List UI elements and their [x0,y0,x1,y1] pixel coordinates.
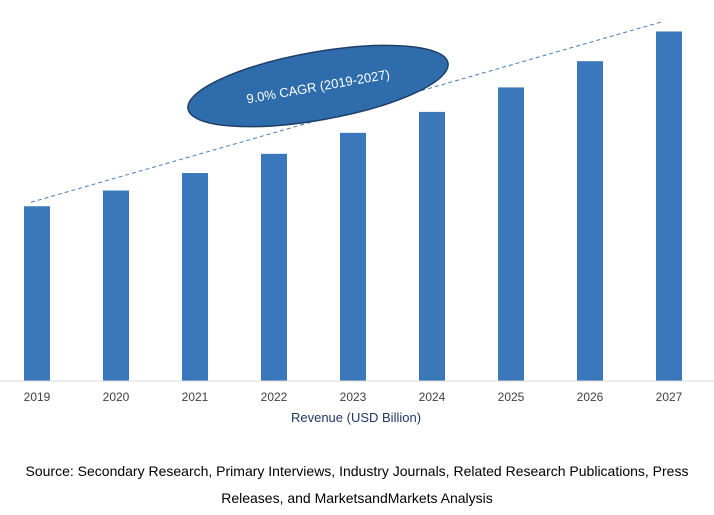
bar-2022 [261,153,287,381]
x-tick-2022: 2022 [261,390,288,404]
bar-2025 [498,87,524,382]
source-note: Source: Secondary Research, Primary Inte… [0,458,714,512]
bar-2021 [182,173,208,381]
x-axis-title: Revenue (USD Billion) [291,410,421,425]
x-tick-2027: 2027 [656,390,683,404]
x-tick-2026: 2026 [577,390,604,404]
x-tick-2024: 2024 [419,390,446,404]
x-tick-2023: 2023 [340,390,367,404]
x-tick-labels: 2019 2020 2021 2022 2023 2024 2025 2026 2027 [24,390,683,404]
x-tick-2019: 2019 [24,390,51,404]
x-tick-2021: 2021 [182,390,209,404]
bar-2026 [577,61,603,381]
revenue-bar-chart: 2019 2020 2021 2022 2023 2024 2025 2026 2027 9.0… [0,21,714,425]
cagr-ellipse [187,44,449,128]
cagr-annotation: 9.0% CAGR (2019-2027) [187,44,449,128]
bar-2027 [656,31,682,381]
source-line-2: Releases, and MarketsandMarkets Analysis [221,490,493,506]
bar-2024 [419,111,445,381]
cagr-trendline [30,21,664,203]
x-tick-2020: 2020 [103,390,130,404]
bar-2023 [340,132,366,381]
source-line-1: Source: Secondary Research, Primary Inte… [25,463,689,479]
bar-2020 [103,190,129,381]
x-tick-2025: 2025 [498,390,525,404]
bars-group [24,31,682,382]
bar-2019 [24,206,50,381]
